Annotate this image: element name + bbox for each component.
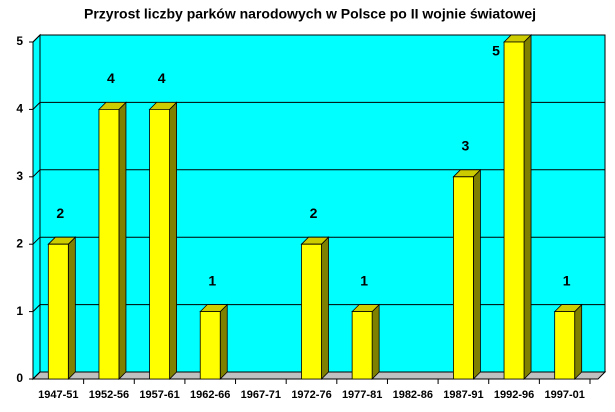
bar — [148, 101, 178, 380]
bar-side — [321, 236, 329, 380]
bar — [47, 236, 77, 380]
bar — [97, 101, 127, 380]
x-tick-label: 1992-96 — [494, 389, 534, 401]
grid-line — [32, 169, 605, 178]
x-tick-label: 1997-01 — [544, 389, 584, 401]
bar-side — [371, 303, 380, 380]
x-tick-label: 1957-61 — [139, 389, 179, 401]
data-label: 4 — [158, 70, 166, 86]
grid-line — [32, 371, 605, 380]
x-tick-label: 1947-51 — [38, 389, 78, 401]
y-tick-label: 3 — [16, 169, 23, 183]
x-tick-label: 1962-66 — [190, 389, 230, 401]
bar-front — [503, 41, 525, 380]
data-label: 1 — [208, 272, 216, 288]
data-label: 1 — [563, 272, 571, 288]
bar — [199, 303, 229, 380]
bar-side — [118, 101, 127, 380]
data-label: 4 — [107, 70, 115, 86]
y-tick-label: 4 — [16, 102, 23, 116]
y-tick-label: 1 — [16, 304, 23, 318]
grid-line — [32, 304, 605, 312]
bar-front — [554, 311, 576, 380]
bar-side — [523, 34, 532, 380]
grid-line — [32, 236, 605, 245]
bar — [452, 168, 482, 380]
x-tick-label: 1982-86 — [393, 389, 433, 401]
bar-side — [219, 303, 228, 380]
x-tick-label: 1972-76 — [291, 389, 331, 401]
x-tick-label: 1987-91 — [443, 389, 483, 401]
data-label: 5 — [492, 43, 500, 59]
chart-title: Przyrost liczby parków narodowych w Pols… — [84, 6, 536, 22]
side-wall — [32, 33, 41, 381]
bar-front — [98, 109, 120, 380]
data-label: 1 — [360, 272, 368, 288]
bar-side — [169, 101, 177, 380]
x-tick-label: 1967-71 — [241, 389, 281, 401]
x-tick-label: 1977-81 — [342, 389, 382, 401]
bar — [553, 303, 583, 380]
data-label: 2 — [310, 205, 318, 221]
bar-front — [199, 311, 221, 380]
bar-side — [67, 236, 76, 380]
bar — [351, 303, 381, 380]
bar — [503, 34, 533, 380]
bar-front — [301, 243, 322, 380]
bar-side — [574, 303, 583, 380]
y-tick-label: 0 — [16, 371, 23, 385]
bar-side — [473, 168, 481, 380]
y-tick-label: 2 — [16, 236, 23, 250]
x-tick-label: 1952-56 — [89, 389, 129, 401]
bar-front — [351, 311, 373, 380]
grid-line — [32, 101, 605, 110]
data-label: 2 — [56, 205, 64, 221]
bar-front — [47, 243, 69, 380]
data-label: 3 — [462, 138, 470, 154]
bar-front — [149, 109, 170, 380]
bar-front — [453, 176, 474, 380]
bar — [300, 236, 330, 380]
y-tick-label: 5 — [16, 34, 23, 48]
grid-line — [32, 34, 605, 43]
